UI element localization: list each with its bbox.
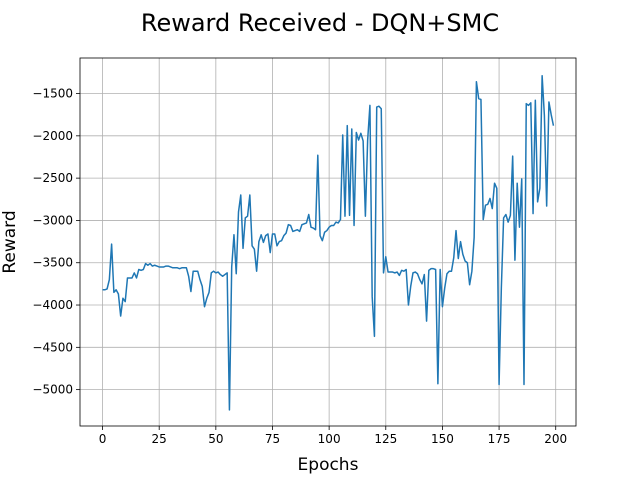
x-tick-label: 100: [318, 432, 341, 446]
x-tick-label: 0: [99, 432, 107, 446]
x-tick-label: 200: [544, 432, 567, 446]
y-tick-label: −3500: [32, 256, 73, 270]
x-tick-label: 75: [265, 432, 280, 446]
x-tick-label: 150: [431, 432, 454, 446]
x-tick-label: 125: [374, 432, 397, 446]
x-tick-label: 50: [208, 432, 223, 446]
plot-frame: [79, 57, 577, 427]
y-tick-label: −2000: [32, 129, 73, 143]
y-tick-label: −4000: [32, 298, 73, 312]
y-tick-label: −4500: [32, 340, 73, 354]
y-tick-label: −3000: [32, 213, 73, 227]
x-tick-label: 175: [488, 432, 511, 446]
y-axis-label: Reward: [0, 210, 20, 273]
chart-title: Reward Received - DQN+SMC: [141, 9, 499, 37]
line-series: [102, 75, 555, 411]
y-tick-label: −1500: [32, 87, 73, 101]
x-axis-label: Epochs: [298, 455, 359, 475]
x-tick-label: 25: [152, 432, 167, 446]
y-tick-label: −2500: [32, 171, 73, 185]
y-tick-label: −5000: [32, 383, 73, 397]
